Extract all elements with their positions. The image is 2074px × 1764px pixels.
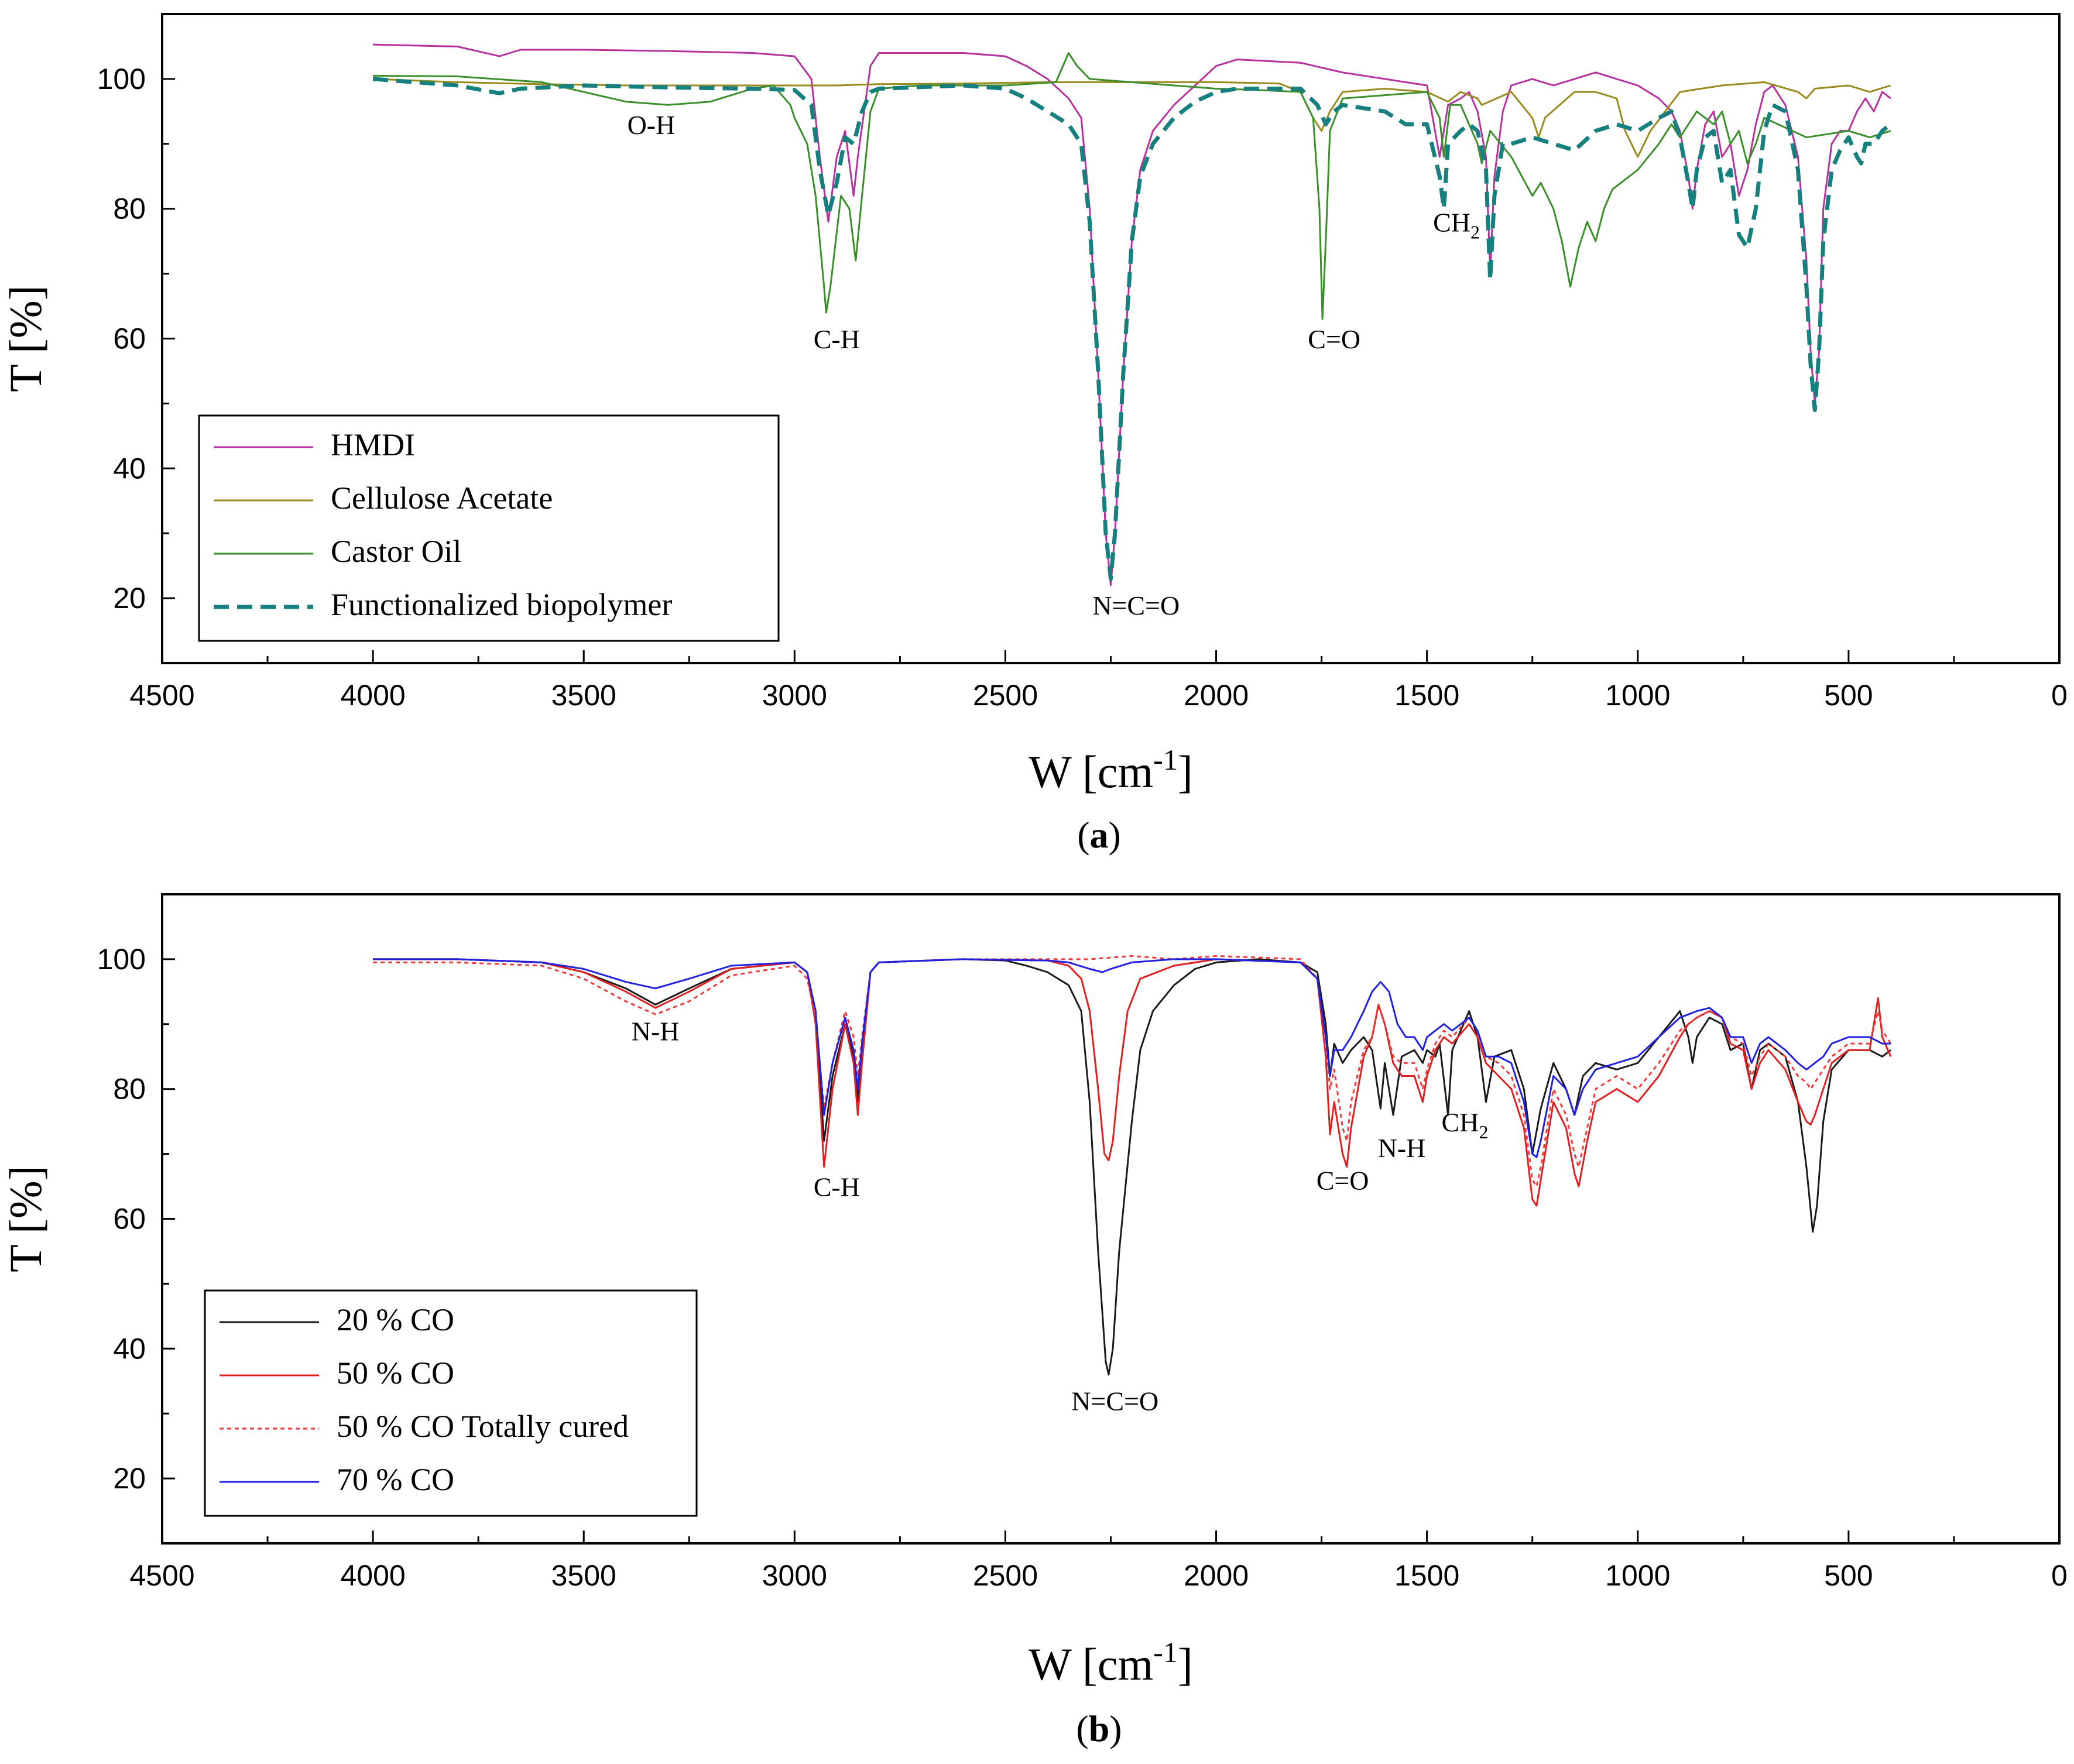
series-line-3 xyxy=(373,955,1892,1188)
peak-label: N-H xyxy=(632,1017,680,1046)
panel-caption: (b) xyxy=(1076,1708,1122,1749)
legend-label-2: 50 % CO xyxy=(337,1355,454,1391)
x-tick-label: 4000 xyxy=(340,679,405,712)
peak-label: C-H xyxy=(814,324,860,354)
peak-label: CH2 xyxy=(1433,208,1480,243)
x-tick-label: 2000 xyxy=(1184,1559,1249,1592)
plot-area xyxy=(373,955,1892,1376)
x-axis-title-text: W [cm xyxy=(1029,746,1153,797)
x-tick-label: 1500 xyxy=(1394,679,1459,712)
chart-b: 4500 4000 3500 3000 2500 2000 1500 1000 500 0 20 40… xyxy=(0,893,2068,1749)
x-tick-label: 0 xyxy=(2051,1559,2068,1592)
series-line-4 xyxy=(372,77,1893,581)
peak-label-text: CH xyxy=(1442,1107,1479,1137)
x-axis-title-end: ] xyxy=(1178,746,1193,797)
peak-label-text: CH xyxy=(1433,208,1470,238)
legend-label-4: Functionalized biopolymer xyxy=(331,587,672,622)
series-line-4 xyxy=(373,958,1891,1158)
caption-open: ( xyxy=(1077,814,1089,856)
peak-label-text: N=C=O xyxy=(1092,591,1180,620)
caption-open: ( xyxy=(1076,1708,1088,1749)
x-tick-label: 1000 xyxy=(1605,679,1670,712)
legend-label-1: 20 % CO xyxy=(337,1302,454,1337)
peak-label-text: C-H xyxy=(814,1172,860,1202)
y-tick-label: 80 xyxy=(113,1073,146,1106)
x-axis-title-end: ] xyxy=(1178,1639,1193,1690)
peak-label: C-H xyxy=(814,1172,860,1202)
y-axis-title: T [%] xyxy=(0,1165,51,1272)
peak-label-text: C=O xyxy=(1317,1166,1369,1196)
x-tick-label: 3500 xyxy=(551,679,616,712)
x-tick-label: 4500 xyxy=(129,679,194,712)
peak-label: C=O xyxy=(1317,1166,1369,1196)
peak-label-text: C-H xyxy=(814,324,860,354)
peak-label: N=C=O xyxy=(1092,591,1180,620)
y-tick-label: 100 xyxy=(97,63,146,95)
legend-label-4: 70 % CO xyxy=(337,1462,454,1497)
legend-label-2: Cellulose Acetate xyxy=(331,481,553,516)
legend-label-1: HMDI xyxy=(331,427,415,462)
y-tick-label: 20 xyxy=(113,1462,146,1495)
legend-label-3: 50 % CO Totally cured xyxy=(337,1409,629,1444)
caption-letter: a xyxy=(1090,814,1109,856)
plot-area xyxy=(372,43,1893,586)
peak-label-sub: 2 xyxy=(1470,222,1480,243)
x-axis-title-text: W [cm xyxy=(1029,1639,1153,1690)
x-tick-label: 500 xyxy=(1824,679,1873,712)
y-tick-label: 100 xyxy=(97,943,146,976)
series-line-2 xyxy=(373,958,1892,1207)
y-tick-label: 60 xyxy=(113,322,146,355)
caption-close: ) xyxy=(1109,1708,1122,1749)
peak-label: O-H xyxy=(628,110,676,140)
peak-label: N=C=O xyxy=(1071,1387,1158,1416)
y-tick-label: 20 xyxy=(113,582,146,615)
legend-box xyxy=(198,414,780,642)
peak-label: C=O xyxy=(1308,324,1360,354)
series-line-1 xyxy=(373,43,1891,586)
series-line-3 xyxy=(373,52,1891,320)
peak-label-text: O-H xyxy=(628,110,676,140)
peak-label: N-H xyxy=(1378,1133,1426,1163)
x-axis-title: W [cm-1] xyxy=(1029,1636,1193,1690)
peak-label-text: C=O xyxy=(1308,324,1360,354)
y-tick-label: 80 xyxy=(113,193,146,225)
legend: 20 % CO 50 % CO 50 % CO Totally cured 70 % … xyxy=(204,1289,698,1517)
caption-letter: b xyxy=(1089,1708,1110,1749)
legend-box xyxy=(204,1289,698,1517)
x-tick-label: 500 xyxy=(1824,1559,1873,1592)
x-tick-label: 3000 xyxy=(762,1559,827,1592)
panel-caption: (a) xyxy=(1077,814,1121,856)
peak-label-text: N-H xyxy=(1378,1133,1426,1163)
series-line-2 xyxy=(373,78,1891,158)
y-tick-label: 40 xyxy=(113,1332,146,1365)
y-tick-label: 40 xyxy=(113,452,146,485)
peak-label: CH2 xyxy=(1442,1107,1489,1142)
x-tick-label: 2000 xyxy=(1184,679,1249,712)
x-axis-title-sup: -1 xyxy=(1153,743,1178,776)
y-tick-label: 60 xyxy=(113,1203,146,1236)
x-axis-title-sup: -1 xyxy=(1153,1636,1178,1669)
x-axis-title: W [cm-1] xyxy=(1029,743,1193,797)
chart-a: 4500 4000 3500 3000 2500 2000 1500 1000 500 0 20 40… xyxy=(0,13,2068,856)
x-tick-label: 3500 xyxy=(551,1559,616,1592)
peak-label-text: N=C=O xyxy=(1071,1387,1158,1416)
peak-label-sub: 2 xyxy=(1479,1121,1488,1142)
x-tick-label: 2500 xyxy=(973,679,1038,712)
x-tick-label: 1500 xyxy=(1394,1559,1459,1592)
x-tick-label: 4500 xyxy=(129,1559,194,1592)
peak-label-text: N-H xyxy=(632,1017,680,1046)
legend: HMDI Cellulose Acetate Castor Oil Functiona… xyxy=(198,414,780,642)
x-tick-label: 1000 xyxy=(1605,1559,1670,1592)
legend-label-3: Castor Oil xyxy=(331,534,462,569)
y-axis-title: T [%] xyxy=(0,285,51,392)
x-tick-label: 3000 xyxy=(762,679,827,712)
x-tick-label: 4000 xyxy=(340,1559,405,1592)
x-tick-label: 2500 xyxy=(973,1559,1038,1592)
x-tick-label: 0 xyxy=(2051,679,2068,712)
caption-close: ) xyxy=(1109,814,1121,856)
